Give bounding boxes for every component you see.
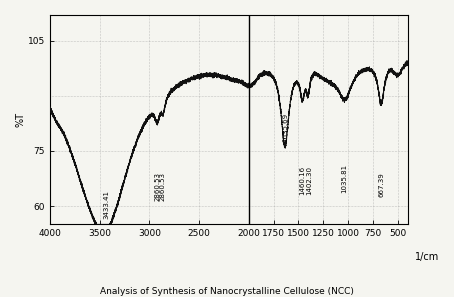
Text: Analysis of Synthesis of Nanocrystalline Cellulose (NCC): Analysis of Synthesis of Nanocrystalline… xyxy=(100,287,354,296)
Text: 1/cm: 1/cm xyxy=(415,252,439,262)
Text: 1402.30: 1402.30 xyxy=(306,166,312,195)
Text: 2860.53: 2860.53 xyxy=(159,172,165,200)
Text: 667.39: 667.39 xyxy=(378,172,384,197)
Text: 2860.53: 2860.53 xyxy=(154,172,160,200)
Y-axis label: %T: %T xyxy=(15,112,25,127)
Text: 1460.16: 1460.16 xyxy=(299,166,306,195)
Text: 1035.81: 1035.81 xyxy=(341,164,347,193)
Text: 1635.69: 1635.69 xyxy=(282,113,288,142)
Text: 3433.41: 3433.41 xyxy=(103,190,109,219)
